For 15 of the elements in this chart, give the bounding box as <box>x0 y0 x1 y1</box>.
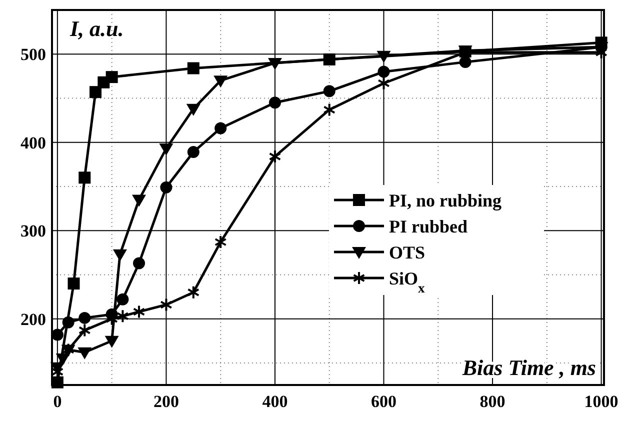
x-tick-label: 1000 <box>584 392 618 411</box>
y-tick-label: 500 <box>20 45 46 64</box>
x-tick-label: 0 <box>53 392 62 411</box>
legend-label: SiO$_{x}$ <box>389 268 426 295</box>
x-tick-label: 400 <box>262 392 288 411</box>
legend-label: PI, no rubbing <box>389 190 502 210</box>
x-tick-label: 600 <box>370 392 396 411</box>
x-tick-label: 800 <box>480 392 506 411</box>
y-tick-label: 300 <box>20 222 46 241</box>
y-axis-title: I, a.u. <box>69 16 124 41</box>
y-tick-label: 400 <box>20 133 46 152</box>
legend-label: PI rubbed <box>389 216 468 236</box>
x-tick-label: 200 <box>153 392 179 411</box>
legend-label: OTS <box>389 242 426 262</box>
y-tick-label: 200 <box>20 310 46 329</box>
